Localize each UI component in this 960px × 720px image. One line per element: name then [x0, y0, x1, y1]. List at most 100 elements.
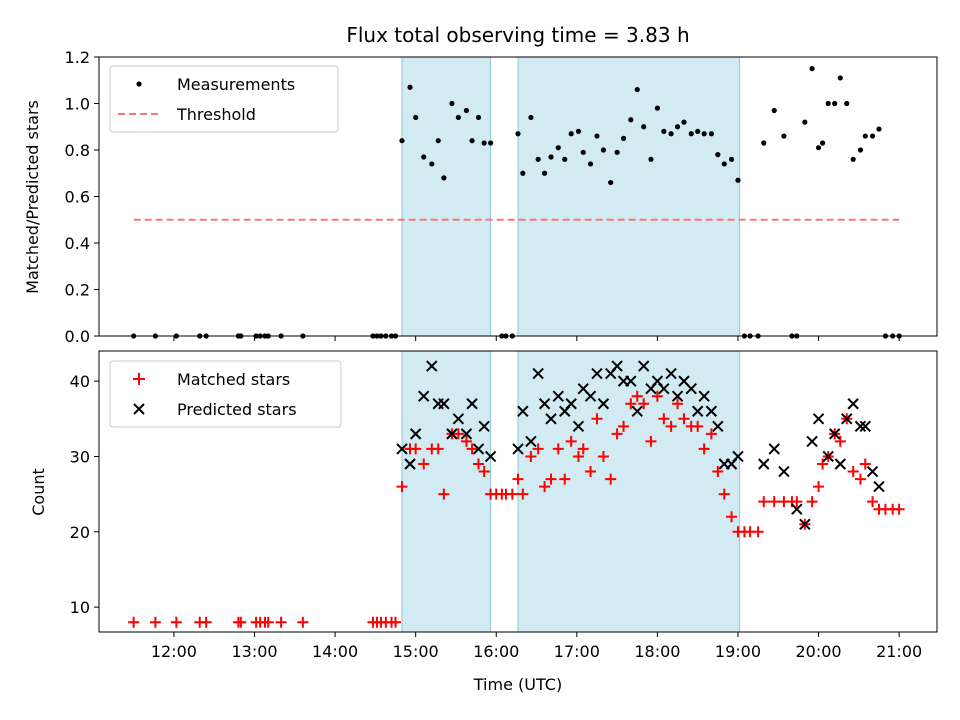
measurement-point — [802, 119, 808, 125]
y-tick-label: 0.6 — [65, 188, 90, 207]
predicted-star-point — [460, 428, 473, 440]
predicted-star-point — [631, 405, 643, 417]
measurement-point — [695, 128, 701, 134]
predicted-star-point — [426, 360, 438, 372]
legend-predicted-marker — [133, 403, 145, 415]
predicted-star-point — [685, 382, 697, 395]
measurement-point — [449, 100, 455, 107]
matched-star-point — [297, 616, 309, 628]
matched-star-point — [200, 616, 212, 628]
legend-matched-marker — [133, 373, 145, 385]
matched-star-point — [867, 496, 879, 508]
measurement-point — [832, 100, 838, 107]
predicted-star-point — [778, 465, 790, 478]
matched-star-point — [432, 443, 444, 455]
matched-star-point — [460, 435, 472, 447]
measurement-point — [413, 114, 419, 121]
matched-star-point — [597, 450, 609, 462]
matched-star-point — [692, 420, 704, 432]
predicted-star-point — [472, 443, 485, 455]
bottom-shaded-regions — [401, 350, 741, 633]
predicted-star-point — [637, 360, 650, 372]
matched-star-point — [585, 466, 597, 478]
predicted-star-point — [565, 398, 577, 410]
bottom-plot-frame — [98, 350, 938, 633]
top-y-axis-label: Matched/Predicted stars — [23, 100, 42, 294]
measurement-point — [815, 145, 822, 151]
measurement-point — [701, 131, 707, 137]
measurement-point — [715, 152, 721, 158]
matched-star-point — [631, 390, 643, 402]
measurement-point — [421, 154, 427, 160]
measurement-point — [580, 149, 586, 155]
matched-star-point — [726, 511, 738, 523]
measurement-point — [614, 149, 620, 155]
measurement-point — [620, 135, 627, 141]
measurement-point — [869, 133, 876, 139]
matched-star-points — [128, 390, 905, 628]
measurement-point — [555, 145, 561, 151]
predicted-star-point — [584, 390, 597, 402]
top-panel: 0.0 0.2 0.4 0.6 0.8 1.0 1.2 Flux total observi… — [23, 23, 938, 346]
measurement-point — [781, 133, 787, 139]
predicted-star-points — [396, 360, 885, 530]
matched-star-point — [638, 398, 650, 410]
matched-star-point — [712, 466, 724, 478]
measurement-point — [641, 124, 647, 130]
matched-star-point — [651, 390, 663, 402]
predicted-star-point — [404, 458, 416, 470]
predicted-star-point — [466, 398, 478, 410]
predicted-star-point — [597, 398, 610, 410]
measurement-point — [681, 119, 687, 125]
y-tick-label: 30 — [70, 447, 90, 466]
predicted-star-point — [828, 428, 841, 440]
matched-star-point — [466, 443, 478, 455]
measurement-point — [661, 128, 667, 134]
measurement-point — [568, 131, 574, 137]
predicted-star-point — [847, 398, 859, 410]
measurement-point — [587, 161, 594, 167]
legend-measurements-label: Measurements — [177, 75, 295, 94]
matched-star-point — [605, 473, 617, 485]
matched-star-point — [893, 503, 905, 515]
predicted-star-point — [834, 458, 847, 470]
matched-star-point — [452, 428, 464, 440]
y-tick-label: 0.0 — [65, 327, 90, 346]
y-tick-label: 1.0 — [65, 95, 90, 114]
matched-star-point — [658, 413, 670, 425]
predicted-star-point — [873, 480, 885, 493]
predicted-star-point — [452, 413, 465, 425]
measurement-points — [131, 66, 902, 339]
matched-star-point — [834, 435, 846, 447]
predicted-star-point — [791, 503, 803, 515]
y-tick-label: 0.4 — [65, 234, 90, 253]
matched-star-point — [410, 443, 422, 455]
measurement-point — [469, 138, 475, 144]
predicted-star-point — [538, 398, 551, 410]
measurement-point — [541, 170, 548, 176]
measurement-point — [668, 131, 674, 137]
measurement-point — [600, 147, 607, 153]
matched-star-point — [678, 413, 690, 425]
predicted-star-point — [799, 518, 811, 530]
matched-star-point — [539, 481, 551, 493]
predicted-star-point — [572, 420, 585, 433]
matched-star-point — [438, 488, 450, 500]
measurement-point — [844, 100, 850, 107]
predicted-star-point — [732, 450, 744, 463]
predicted-star-point — [866, 465, 879, 478]
measurement-point — [481, 140, 487, 146]
predicted-star-point — [532, 367, 544, 380]
measurement-point — [435, 138, 441, 144]
measurement-point — [761, 140, 767, 146]
shaded-region-1 — [517, 56, 741, 337]
measurement-point — [429, 161, 435, 167]
matched-star-point — [262, 616, 274, 628]
matched-star-point — [768, 496, 780, 508]
chart-title: Flux total observing time = 3.83 h — [346, 23, 689, 47]
predicted-star-point — [854, 420, 867, 433]
measurement-point — [441, 175, 447, 181]
predicted-star-point — [665, 367, 677, 380]
top-legend-box — [109, 65, 339, 133]
